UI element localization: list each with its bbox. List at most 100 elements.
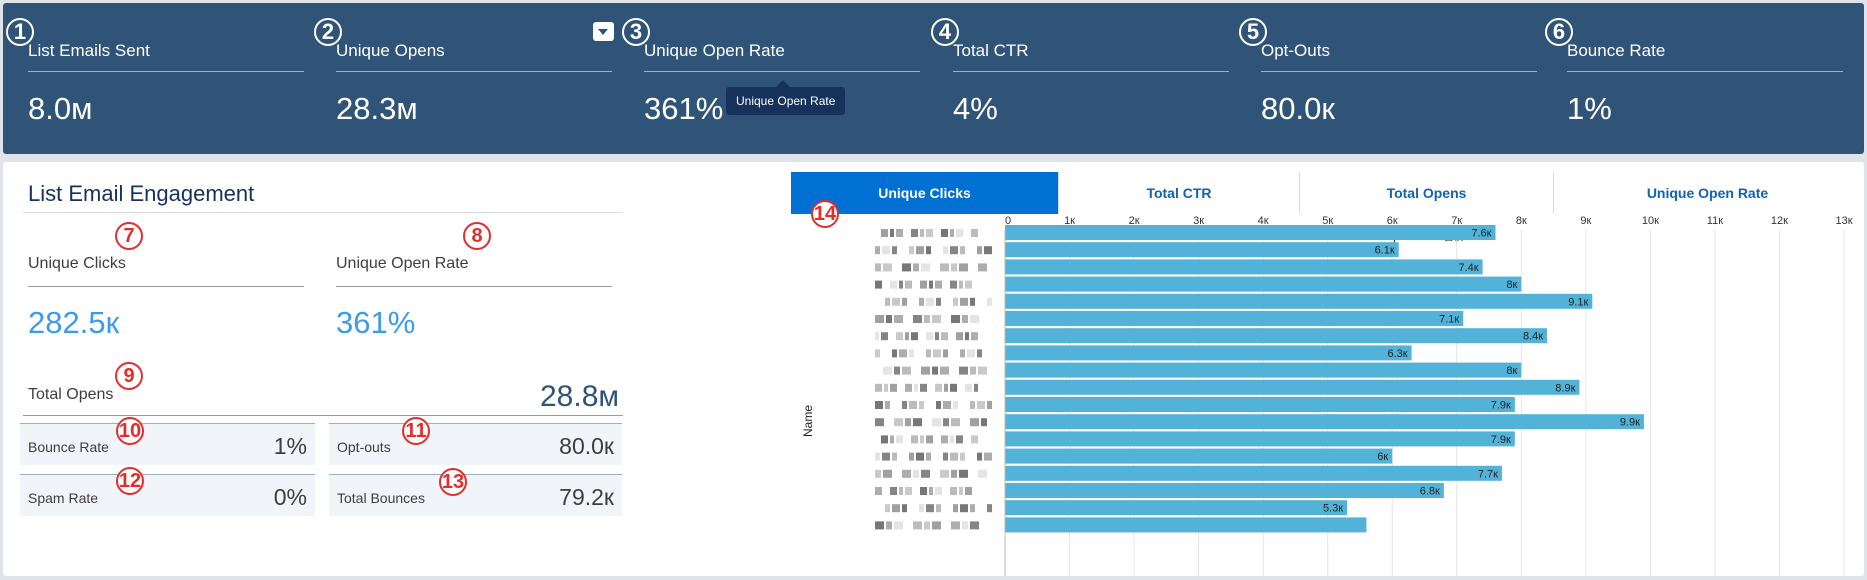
category-label-blur xyxy=(971,332,978,341)
bar[interactable] xyxy=(1005,225,1496,240)
category-label-blur xyxy=(977,246,982,255)
bar[interactable] xyxy=(1005,259,1483,275)
title-divider xyxy=(23,212,623,213)
category-label-blur xyxy=(935,383,942,392)
bar[interactable] xyxy=(1005,293,1593,309)
kpi-divider xyxy=(644,71,920,72)
category-label-blur xyxy=(950,246,958,255)
tab-total-opens[interactable]: Total Opens xyxy=(1299,172,1553,214)
tab-unique-open-rate[interactable]: Unique Open Rate xyxy=(1553,172,1861,214)
category-label-blur xyxy=(905,383,912,392)
opt-outs-cell[interactable]: Opt-outs 80.0к xyxy=(329,423,622,465)
category-label-blur xyxy=(905,280,912,289)
category-label-blur xyxy=(926,332,933,341)
unique-open-rate-value[interactable]: 361% xyxy=(336,305,416,340)
bar[interactable] xyxy=(1005,414,1644,430)
dropdown-toggle-button[interactable] xyxy=(593,22,614,41)
total-bounces-cell[interactable]: Total Bounces 79.2к xyxy=(329,474,622,516)
category-label-blur xyxy=(950,452,958,461)
category-label-blur xyxy=(978,263,987,272)
bar[interactable] xyxy=(1005,311,1464,326)
bar-data-label: 8к xyxy=(1506,279,1517,291)
bar[interactable] xyxy=(1005,483,1444,498)
kpi-label: Opt-Outs xyxy=(1261,41,1330,60)
category-label-blur xyxy=(960,504,968,513)
category-label-blur xyxy=(970,315,979,323)
category-label-blur xyxy=(916,246,924,255)
category-label-blur xyxy=(920,487,927,495)
bar-data-label: 7.9к xyxy=(1491,434,1511,446)
category-label-blur xyxy=(977,349,982,358)
bar-data-label: 8.4к xyxy=(1523,331,1543,343)
category-label-blur xyxy=(926,349,931,358)
bar[interactable] xyxy=(1005,276,1522,292)
category-label-blur xyxy=(951,315,960,323)
spam-rate-cell[interactable]: Spam Rate 0% xyxy=(20,474,315,516)
unique-open-rate-label: Unique Open Rate xyxy=(336,255,469,272)
bar[interactable] xyxy=(1005,362,1522,378)
tab-total-ctr[interactable]: Total CTR xyxy=(1058,172,1299,214)
category-label-blur xyxy=(883,469,892,478)
kpi-marker: 3 xyxy=(622,18,650,46)
category-label-blur xyxy=(881,435,888,444)
category-label-blur xyxy=(984,452,992,461)
category-label-blur xyxy=(892,452,897,461)
category-label-blur xyxy=(940,469,949,478)
bar[interactable] xyxy=(1005,397,1515,412)
bar[interactable] xyxy=(1005,379,1580,395)
category-label-blur xyxy=(941,229,948,237)
bar-data-label: 7.7к xyxy=(1478,468,1498,480)
bar[interactable] xyxy=(1005,448,1393,464)
category-label-blur xyxy=(970,521,979,530)
bar[interactable] xyxy=(1005,345,1412,361)
bar-data-label: 5.3к xyxy=(1323,503,1343,515)
bar[interactable] xyxy=(1005,242,1399,258)
category-label-blur xyxy=(956,332,963,341)
category-label-blur xyxy=(909,246,914,255)
category-label-blur xyxy=(977,452,982,461)
category-label-blur xyxy=(962,521,968,530)
category-label-blur xyxy=(875,452,880,461)
bar[interactable] xyxy=(1005,465,1502,481)
category-label-blur xyxy=(936,504,941,513)
kpi-marker: 2 xyxy=(314,18,342,46)
category-label-blur xyxy=(890,383,897,392)
category-label-blur xyxy=(921,469,930,478)
unique-clicks-value[interactable]: 282.5к xyxy=(28,305,120,340)
kpi-label: Unique Open Rate xyxy=(644,41,785,60)
engagement-panel: List Email Engagement 7 Unique Clicks 28… xyxy=(3,162,1864,576)
bounce-rate-cell[interactable]: Bounce Rate 1% xyxy=(20,423,315,465)
category-label-blur xyxy=(987,504,992,513)
category-label-blur xyxy=(924,315,930,323)
category-label-blur xyxy=(944,383,948,392)
category-label-blur xyxy=(911,229,918,237)
kpi-value: 1% xyxy=(1567,91,1612,126)
category-label-blur xyxy=(911,435,918,444)
category-label-blur xyxy=(894,315,903,323)
category-label-blur xyxy=(902,366,911,375)
bounce-rate-label: Bounce Rate xyxy=(28,439,109,455)
bar[interactable] xyxy=(1005,431,1515,447)
category-label-blur xyxy=(959,280,963,289)
bar[interactable] xyxy=(1005,500,1348,516)
category-label-blur xyxy=(890,435,894,444)
kpi-divider xyxy=(1261,71,1537,72)
bar[interactable] xyxy=(1005,328,1548,344)
category-label-blur xyxy=(902,504,907,513)
category-label-blur xyxy=(885,401,890,409)
category-label-blur xyxy=(941,332,948,341)
kpi-marker: 6 xyxy=(1545,18,1573,46)
category-label-blur xyxy=(943,418,949,427)
category-label-blur xyxy=(956,229,963,237)
bar-data-label: 9.1к xyxy=(1568,296,1588,308)
total-bounces-value: 79.2к xyxy=(559,484,614,510)
spam-rate-label: Spam Rate xyxy=(28,490,99,506)
marker-8: 8 xyxy=(463,222,491,250)
bar[interactable] xyxy=(1005,517,1367,533)
category-label-blur xyxy=(932,315,941,323)
category-label-blur xyxy=(920,383,927,392)
category-label-blur xyxy=(921,366,930,375)
category-label-blur xyxy=(970,297,975,306)
total-opens-value[interactable]: 28.8м xyxy=(539,380,619,413)
category-label-blur xyxy=(905,332,909,341)
